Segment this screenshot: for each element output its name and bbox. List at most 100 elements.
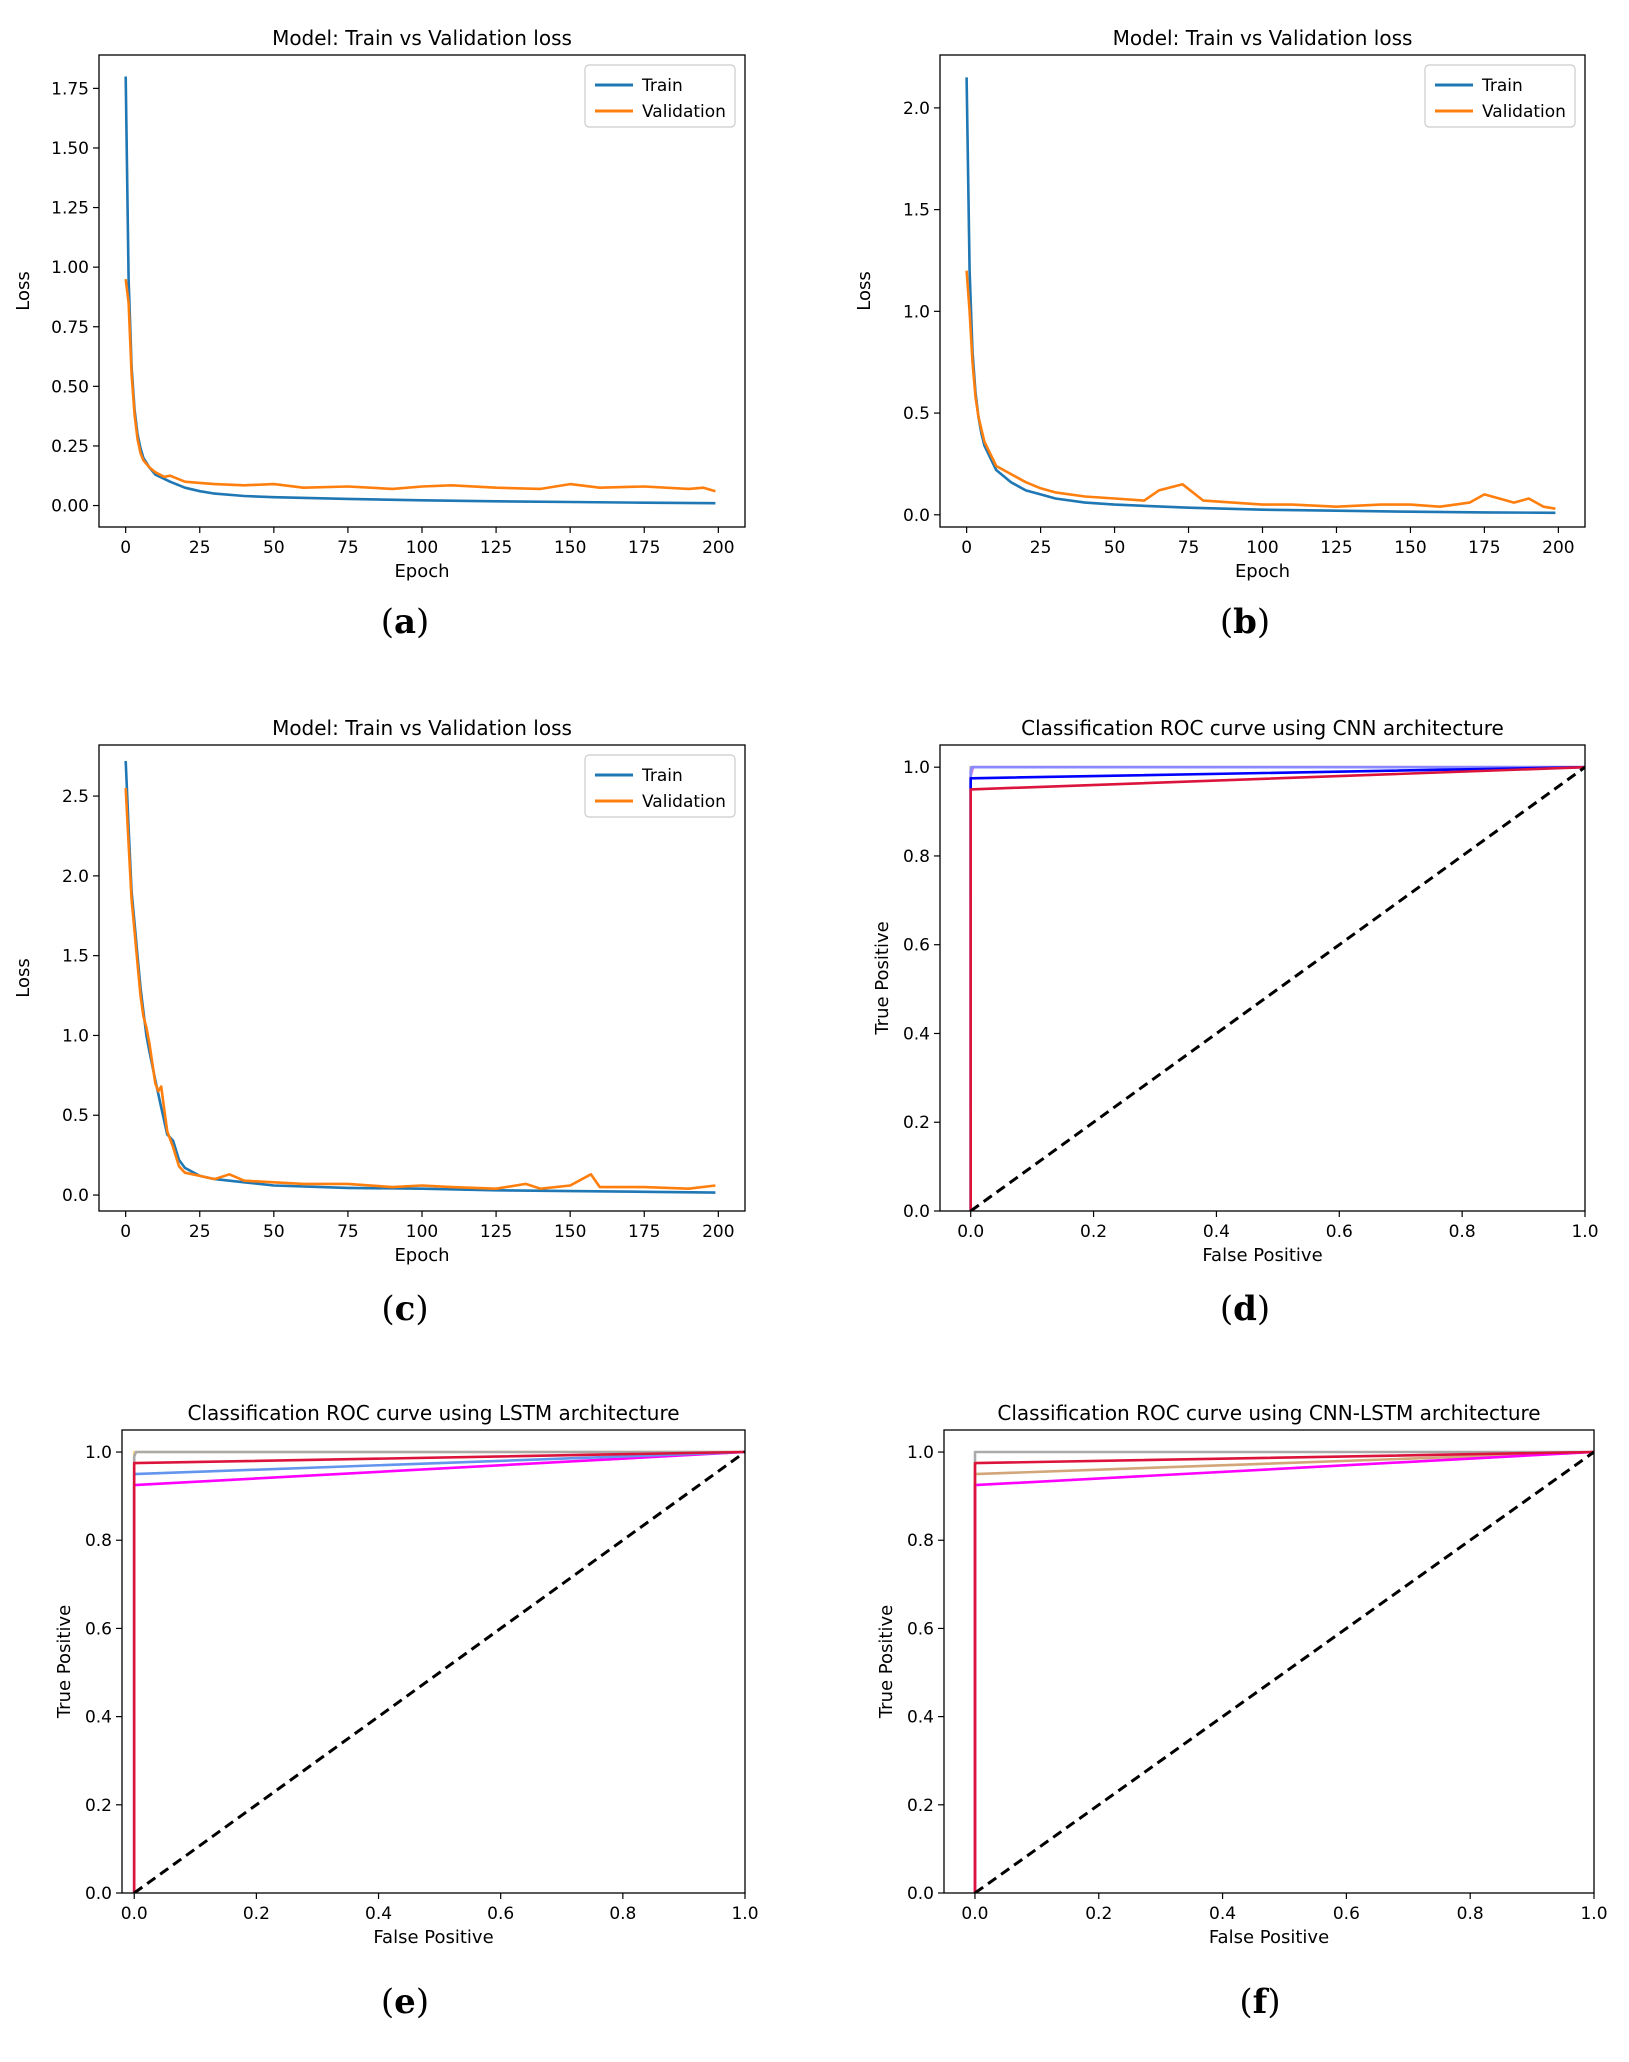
y-tick-label: 1.5 xyxy=(62,947,89,967)
y-tick-label: 0.25 xyxy=(51,437,89,457)
y-tick-label: 1.0 xyxy=(903,302,930,322)
x-tick-label: 100 xyxy=(1246,538,1278,558)
y-tick-label: 0.2 xyxy=(85,1796,112,1816)
x-tick-label: 1.0 xyxy=(1571,1222,1598,1242)
chart-b: Model: Train vs Validation loss 0 25 50 75 10… xyxy=(854,26,1586,642)
series-line-validation xyxy=(965,270,1556,510)
y-tick-label: 0.4 xyxy=(907,1708,934,1728)
caption-part: ( xyxy=(1220,602,1233,642)
x-tick-label: 100 xyxy=(406,538,438,558)
caption-part: b xyxy=(1233,602,1257,642)
x-tick-label: 175 xyxy=(628,1222,660,1242)
x-tick-label: 0.8 xyxy=(609,1904,636,1924)
x-axis-label: Epoch xyxy=(1235,561,1290,582)
x-tick-label: 0.2 xyxy=(243,1904,270,1924)
panel-caption: (a) xyxy=(381,602,430,642)
x-axis-label: Epoch xyxy=(394,1245,449,1266)
series-group xyxy=(132,1450,745,1893)
series-line-class-2 xyxy=(132,1450,745,1717)
x-tick-label: 175 xyxy=(628,538,660,558)
y-tick-label: 0.5 xyxy=(903,404,930,424)
x-tick-label: 0.4 xyxy=(1209,1904,1236,1924)
series-group xyxy=(965,77,1556,515)
plot-frame xyxy=(939,744,1586,1212)
caption-part: a xyxy=(394,602,416,642)
caption-part: ) xyxy=(416,1982,429,2022)
y-tick-label: 0.8 xyxy=(907,1531,934,1551)
legend-label-train: Train xyxy=(641,766,683,786)
series-line-validation xyxy=(124,278,716,493)
x-tick-label: 125 xyxy=(480,1222,512,1242)
series-line-chance xyxy=(974,1450,1594,1893)
x-tick-label: 100 xyxy=(406,1222,438,1242)
x-axis-label: False Positive xyxy=(1209,1927,1329,1948)
series-line-chance xyxy=(969,765,1585,1211)
chart-title: Classification ROC curve using LSTM arch… xyxy=(187,1401,679,1425)
legend: Train Validation xyxy=(584,754,736,818)
caption-part: ) xyxy=(1257,602,1270,642)
series-line-class-5 xyxy=(969,765,1585,1211)
y-tick-label: 1.00 xyxy=(51,258,89,278)
y-tick-label: 0.0 xyxy=(907,1884,934,1904)
x-tick-label: 0.4 xyxy=(1203,1222,1230,1242)
chart-d: Classification ROC curve using CNN archi… xyxy=(872,716,1599,1329)
series-line-chance xyxy=(133,1450,745,1893)
y-tick-label: 0.5 xyxy=(62,1106,89,1126)
y-axis-label: True Positive xyxy=(54,1605,75,1719)
caption-part: ( xyxy=(381,1982,394,2022)
caption-part: ( xyxy=(1239,1982,1252,2022)
panel-caption: (c) xyxy=(381,1289,428,1329)
legend-label-train: Train xyxy=(1481,76,1523,96)
y-tick-label: 2.5 xyxy=(62,787,89,807)
y-axis-label: Loss xyxy=(13,271,34,310)
x-tick-label: 50 xyxy=(1104,538,1126,558)
chart-c: Model: Train vs Validation loss 0 25 50 75 10… xyxy=(13,716,746,1329)
legend-label-validation: Validation xyxy=(642,792,726,812)
panel-caption: (f) xyxy=(1239,1982,1280,2022)
y-tick-label: 0.2 xyxy=(907,1796,934,1816)
y-tick-label: 0.2 xyxy=(903,1113,930,1133)
caption-part: e xyxy=(394,1982,416,2022)
caption-part: ( xyxy=(381,602,394,642)
series-line-class-5 xyxy=(132,1450,745,1893)
legend-label-train: Train xyxy=(641,76,683,96)
y-tick-label: 0.75 xyxy=(51,318,89,338)
x-tick-label: 0.2 xyxy=(1080,1222,1107,1242)
plot-frame xyxy=(943,1429,1595,1894)
caption-part: ( xyxy=(1220,1289,1233,1329)
caption-part: ( xyxy=(381,1289,394,1329)
legend: Train Validation xyxy=(1424,64,1576,128)
x-tick-label: 0.6 xyxy=(487,1904,514,1924)
chart-title: Model: Train vs Validation loss xyxy=(272,716,572,740)
y-tick-label: 1.0 xyxy=(907,1443,934,1463)
caption-part: d xyxy=(1233,1289,1257,1329)
legend-label-validation: Validation xyxy=(1482,102,1566,122)
y-tick-label: 0.50 xyxy=(51,377,89,397)
x-tick-label: 0.6 xyxy=(1333,1904,1360,1924)
series-group xyxy=(124,76,716,505)
caption-part: ) xyxy=(1257,1289,1270,1329)
y-tick-label: 0.0 xyxy=(85,1884,112,1904)
y-tick-label: 0.0 xyxy=(903,506,930,526)
caption-part: c xyxy=(395,1289,416,1329)
x-tick-label: 0 xyxy=(961,538,972,558)
y-axis-label: True Positive xyxy=(872,921,893,1035)
series-group xyxy=(973,1450,1594,1893)
x-tick-label: 1.0 xyxy=(1580,1904,1607,1924)
x-tick-label: 25 xyxy=(189,538,211,558)
x-tick-label: 75 xyxy=(337,1222,359,1242)
y-tick-label: 1.25 xyxy=(51,199,89,219)
plot-frame xyxy=(121,1429,746,1894)
caption-part: f xyxy=(1253,1982,1270,2022)
x-tick-label: 175 xyxy=(1468,538,1500,558)
x-tick-label: 150 xyxy=(1394,538,1426,558)
y-tick-label: 1.0 xyxy=(85,1443,112,1463)
x-tick-label: 25 xyxy=(1030,538,1052,558)
y-tick-label: 1.0 xyxy=(903,758,930,778)
chart-title: Classification ROC curve using CNN-LSTM … xyxy=(997,1401,1540,1425)
caption-part: ) xyxy=(416,602,429,642)
y-tick-label: 0.00 xyxy=(51,497,89,517)
y-tick-label: 1.0 xyxy=(62,1026,89,1046)
y-tick-label: 0.8 xyxy=(903,847,930,867)
